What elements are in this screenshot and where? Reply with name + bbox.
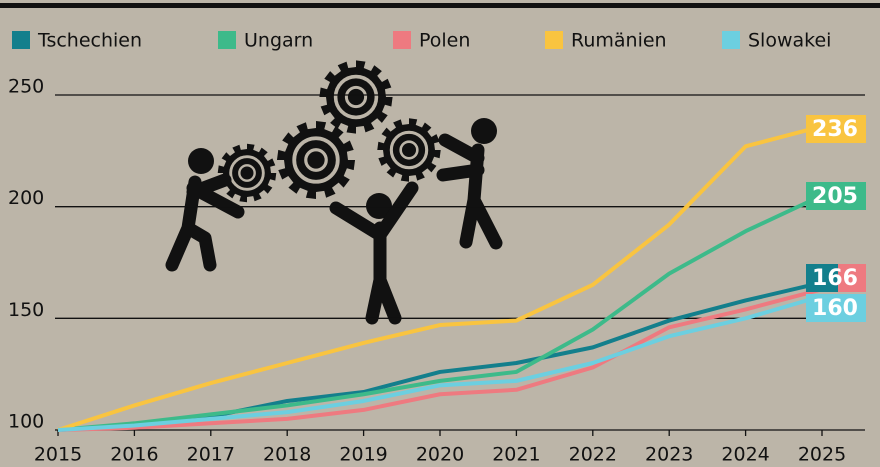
legend-swatch (12, 31, 30, 49)
gear (319, 60, 393, 134)
series-line (57, 124, 823, 432)
x-tick-label: 2015 (34, 444, 82, 466)
end-label-box (806, 294, 866, 322)
x-tick-label: 2016 (110, 444, 158, 466)
gear-hub (238, 164, 256, 182)
legend-label: Ungarn (244, 30, 313, 52)
x-tick-label: 2019 (339, 444, 387, 466)
gear (377, 118, 441, 182)
legend-label: Polen (419, 30, 470, 52)
end-label-box (838, 264, 866, 292)
person-head (366, 193, 392, 219)
person-head (471, 118, 497, 144)
gear-hub (344, 85, 368, 109)
series-line (57, 280, 823, 432)
end-label: 205 (812, 184, 858, 209)
series-line (57, 193, 823, 432)
illustration (165, 60, 503, 325)
y-tick-label: 250 (8, 76, 44, 98)
x-tick-label: 2018 (263, 444, 311, 466)
end-label-box (806, 115, 866, 143)
legend-swatch (218, 31, 236, 49)
gear-ring (389, 130, 429, 170)
legend-label: Rumänien (571, 30, 667, 52)
legend-label: Slowakei (748, 30, 831, 52)
end-label-box (806, 182, 866, 210)
series-line (57, 294, 823, 432)
gear-hub (304, 148, 328, 172)
x-tick-label: 2017 (187, 444, 235, 466)
top-rule (0, 3, 880, 8)
x-tick-label: 2021 (492, 444, 540, 466)
end-label: 166 (812, 266, 858, 291)
y-tick-label: 100 (8, 411, 44, 433)
y-tick-label: 200 (8, 187, 44, 209)
person-body (436, 133, 503, 250)
end-label: 160 (812, 296, 858, 321)
gear (217, 143, 277, 203)
x-tick-label: 2022 (569, 444, 617, 466)
gear-ring (292, 136, 340, 184)
x-tick-label: 2023 (645, 444, 693, 466)
x-tick-label: 2024 (721, 444, 769, 466)
gear-ring (333, 74, 379, 120)
person-body (329, 181, 419, 325)
legend-swatch (722, 31, 740, 49)
series-line (57, 287, 823, 432)
legend-label: Tschechien (37, 30, 142, 52)
gear (276, 120, 356, 200)
legend-swatch (393, 31, 411, 49)
person-head (188, 148, 214, 174)
person-body (165, 173, 245, 272)
gear-ring (229, 155, 265, 191)
x-tick-label: 2020 (416, 444, 464, 466)
end-label: 236 (812, 117, 858, 142)
x-tick-label: 2025 (798, 444, 846, 466)
end-label-box (806, 264, 838, 292)
y-tick-label: 150 (8, 299, 44, 321)
gear-hub (399, 140, 419, 160)
legend-swatch (545, 31, 563, 49)
